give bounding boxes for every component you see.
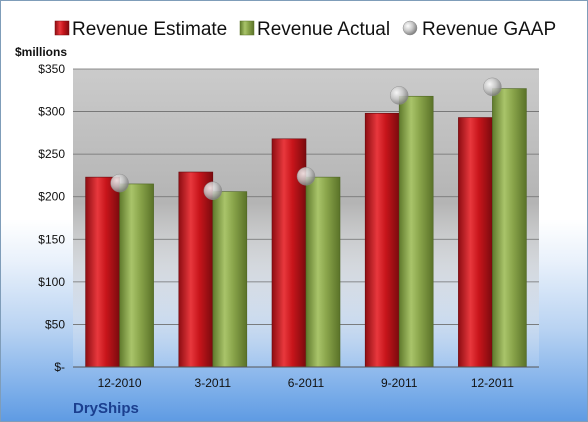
- y-tick-label: $200: [38, 190, 65, 204]
- y-axis-unit-label: $millions: [15, 45, 67, 59]
- legend-item-gaap: Revenue GAAP: [402, 19, 556, 40]
- marker-gaap: [110, 173, 129, 193]
- marker-gaap: [389, 86, 409, 105]
- legend-item-actual: Revenue Actual: [239, 19, 390, 40]
- company-name: DryShips: [73, 400, 139, 417]
- bar-estimate: [458, 117, 493, 368]
- bar-actual: [492, 88, 527, 368]
- y-tick-label: $250: [38, 147, 65, 161]
- bar-actual: [212, 191, 248, 368]
- x-tick-label: 3-2011: [195, 376, 232, 390]
- y-tick-label: $350: [38, 62, 65, 76]
- legend: Revenue Estimate Revenue Actual Revenue …: [54, 19, 556, 40]
- y-tick-label: $-: [54, 360, 65, 374]
- legend-swatch-actual: [239, 20, 255, 36]
- bar-actual: [398, 95, 434, 368]
- legend-item-estimate: Revenue Estimate: [54, 19, 227, 40]
- legend-label-actual: Revenue Actual: [257, 19, 390, 40]
- y-tick-label: $300: [38, 105, 65, 119]
- bar-estimate: [364, 112, 400, 368]
- bar-actual: [305, 176, 341, 368]
- bar-estimate: [85, 176, 120, 368]
- x-tick-label: 6-2011: [288, 376, 325, 390]
- marker-gaap: [296, 167, 316, 186]
- x-tick-label: 9-2011: [381, 376, 418, 390]
- marker-gaap: [203, 181, 223, 201]
- legend-swatch-estimate: [54, 20, 70, 36]
- legend-label-gaap: Revenue GAAP: [422, 19, 556, 40]
- y-tick-label: $100: [38, 275, 65, 289]
- bar-actual: [119, 183, 154, 368]
- legend-label-estimate: Revenue Estimate: [72, 19, 227, 40]
- bar-estimate: [178, 171, 214, 368]
- x-tick-label: 12-2010: [98, 376, 142, 390]
- marker-gaap: [483, 77, 502, 97]
- legend-marker-gaap: [402, 20, 418, 36]
- x-tick-label: 12-2011: [471, 376, 514, 390]
- y-tick-label: $50: [45, 317, 65, 331]
- y-tick-label: $150: [38, 232, 65, 246]
